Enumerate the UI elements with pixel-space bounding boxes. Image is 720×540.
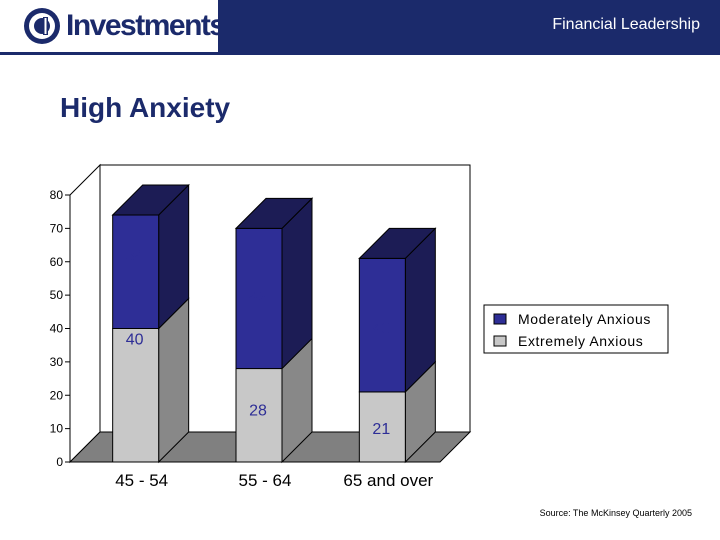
side-wall (69, 163, 101, 464)
legend-swatch-moderately (493, 313, 507, 325)
x-tick-label: 45 - 54 (115, 471, 168, 490)
ci-logo-icon (24, 8, 60, 44)
legend-label: Moderately Anxious (518, 311, 651, 327)
y-tick-label: 40 (50, 322, 64, 336)
y-tick-label: 50 (50, 288, 64, 302)
bar-extremely-anxious (112, 328, 160, 463)
data-label: 42 (249, 288, 267, 305)
data-label: 28 (249, 403, 267, 420)
bar-moderately-anxious (235, 227, 283, 370)
y-tick-label: 80 (50, 188, 64, 202)
x-tick-label: 65 and over (343, 471, 433, 490)
data-label: 21 (372, 421, 390, 438)
legend (483, 304, 669, 354)
header: Investments ® Financial Leadership (0, 0, 720, 56)
y-tick-label: 20 (50, 388, 64, 402)
bar-extremely-anxious (358, 391, 406, 463)
x-tick-label: 55 - 64 (239, 471, 292, 490)
y-tick-label: 60 (50, 255, 64, 269)
bar-moderately-anxious (358, 257, 406, 393)
y-tick-label: 10 (50, 422, 64, 436)
ci-investments-logo: Investments ® (22, 6, 231, 46)
legend-swatch-extremely (493, 335, 507, 347)
tagline: Financial Leadership (552, 16, 700, 33)
y-tick-label: 70 (50, 221, 64, 235)
legend-label: Extremely Anxious (518, 333, 643, 349)
bar-top (358, 227, 437, 259)
logo-text: Investments (66, 9, 226, 42)
bar-top (111, 184, 190, 216)
data-label: 40 (372, 320, 390, 337)
data-label: 40 (126, 332, 144, 349)
source-note: Source: The McKinsey Quarterly 2005 (539, 508, 692, 518)
bar-top (234, 197, 314, 229)
data-label: 34 (126, 248, 144, 265)
slide-title: High Anxiety (60, 92, 231, 123)
header-divider (0, 52, 720, 55)
header-bar: Financial Leadership (218, 0, 720, 52)
bar-moderately-anxious (112, 214, 160, 329)
y-tick-label: 30 (50, 355, 64, 369)
y-tick-label: 0 (56, 455, 63, 469)
